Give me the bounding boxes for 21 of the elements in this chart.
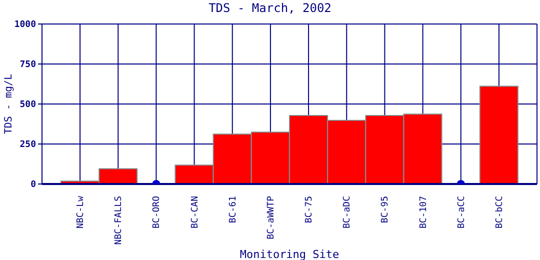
x-tick-label: BC-CAN [190, 196, 200, 229]
chart-title: TDS - March, 2002 [208, 1, 332, 15]
x-tick-label: NBC-Lw [76, 195, 86, 229]
x-tick-label: BC-95 [380, 196, 391, 224]
x-tick-label: BC-aCC [456, 196, 467, 229]
x-tick-label: BC-ORO [152, 196, 162, 229]
y-tick-label: 750 [20, 60, 36, 70]
x-tick-label: NBC-FALLS [114, 196, 124, 245]
y-axis-title: TDS - mg/L [4, 74, 15, 134]
y-tick-label: 250 [20, 140, 36, 150]
x-tick-label: BC-61 [228, 196, 238, 224]
x-tick-label: BC-aWWTP [266, 195, 276, 240]
y-tick-label: 500 [20, 100, 36, 110]
x-tick-label: BC-bCC [494, 196, 505, 229]
x-axis-title: Monitoring Site [240, 248, 340, 260]
bar [479, 86, 518, 184]
y-tick-label: 0 [30, 180, 36, 190]
x-tick-label: BC-aDC [342, 196, 353, 229]
y-tick-label: 1000 [14, 20, 36, 30]
x-tick-label: BC-75 [304, 196, 315, 224]
x-tick-label: BC-107 [418, 196, 429, 229]
